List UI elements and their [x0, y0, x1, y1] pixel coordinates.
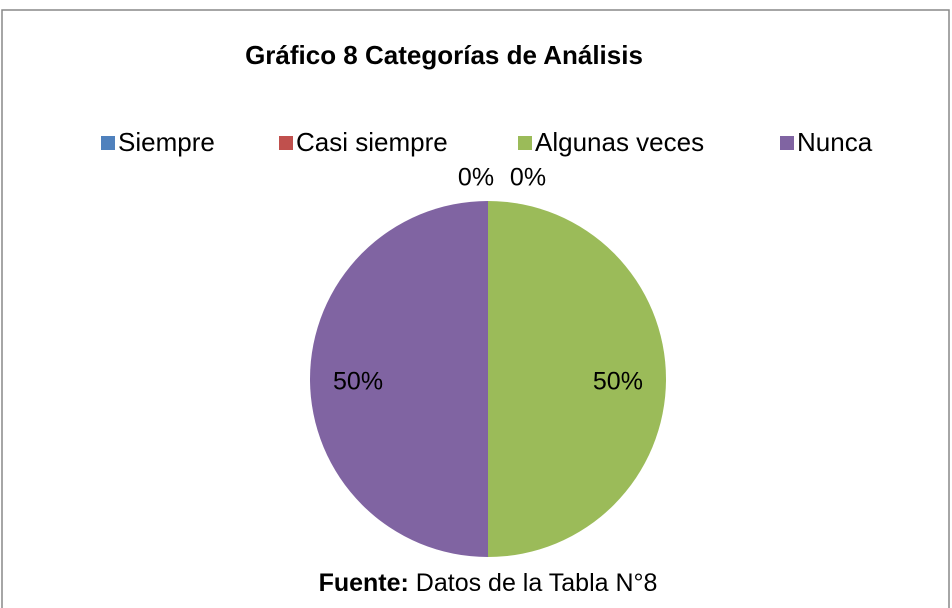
- source-label: Fuente:: [319, 569, 409, 597]
- legend-swatch: [518, 136, 532, 150]
- source: Fuente: Datos de la Tabla N°8: [319, 569, 658, 597]
- source-text: Datos de la Tabla N°8: [416, 569, 658, 597]
- data-label: 0%: [458, 164, 494, 192]
- data-label: 50%: [593, 368, 643, 396]
- legend-swatch: [780, 136, 794, 150]
- chart-title: Gráfico 8 Categorías de Análisis: [245, 40, 643, 70]
- legend-swatch: [279, 136, 293, 150]
- data-label: 50%: [333, 368, 383, 396]
- legend-label: Nunca: [797, 127, 873, 157]
- data-label: 0%: [510, 164, 546, 192]
- legend-label: Casi siempre: [296, 127, 448, 157]
- pie-slice: [488, 201, 666, 557]
- pie-slice: [310, 201, 488, 557]
- legend-label: Algunas veces: [535, 127, 704, 157]
- legend-label: Siempre: [118, 127, 215, 157]
- legend-swatch: [101, 136, 115, 150]
